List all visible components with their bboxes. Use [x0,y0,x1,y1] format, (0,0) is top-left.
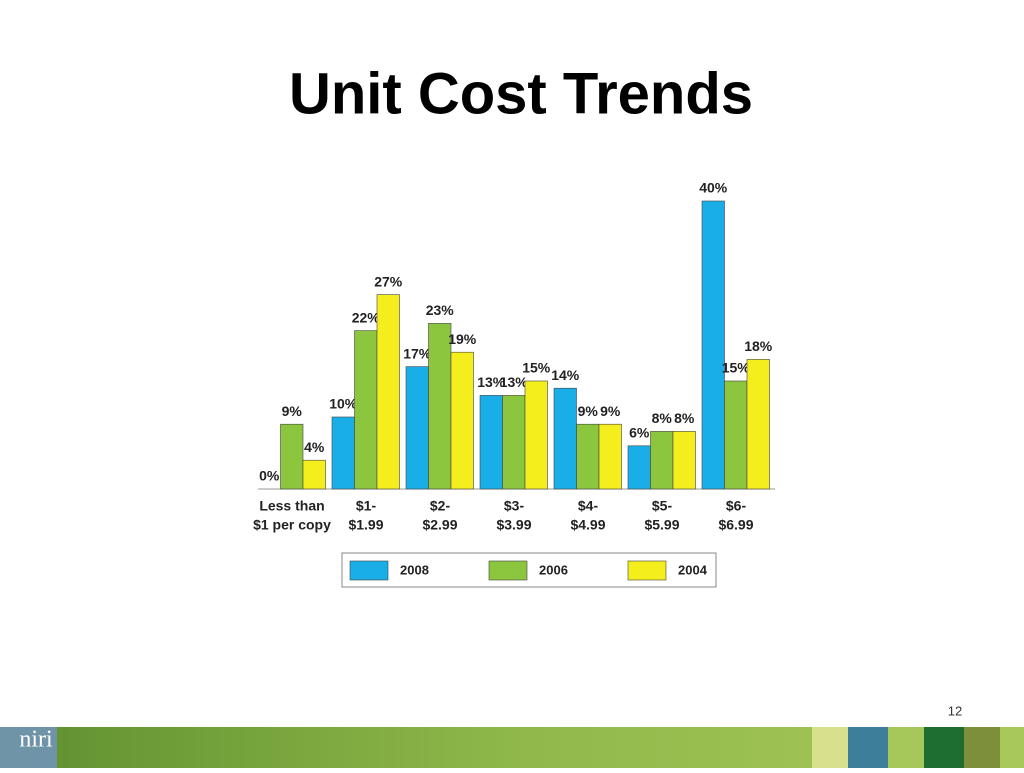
x-tick-label: $1- [356,498,377,514]
x-tick-label: $1.99 [348,517,383,533]
x-tick-label: $2- [430,498,451,514]
bar [405,366,429,490]
footer-block [848,727,888,768]
x-tick-label: $2.99 [422,517,457,533]
bar [428,323,452,490]
logo: niri [19,727,53,753]
x-tick-label: $6- [726,498,747,514]
x-tick-label: $3- [504,498,525,514]
x-tick-label: $4- [578,498,599,514]
value-label: 9% [282,403,303,419]
bar [354,330,378,490]
bar [280,423,304,490]
value-label: 40% [699,180,728,196]
value-label: 13% [500,374,529,390]
value-label: 15% [722,360,751,376]
bar [724,380,748,490]
value-label: 4% [304,439,325,455]
footer-block [964,727,1000,768]
slide-number: 12 [948,703,962,718]
value-label: 9% [578,403,599,419]
legend-swatch [349,560,389,581]
footer-block [924,727,964,768]
value-label: 14% [551,367,580,383]
bar [502,395,526,490]
x-tick-label: $3.99 [496,517,531,533]
x-tick-label: $4.99 [570,517,605,533]
value-label: 22% [352,309,381,325]
value-label: 8% [652,410,673,426]
legend-label: 2006 [539,562,568,577]
bar [553,387,577,490]
x-tick-label: $1 per copy [253,517,331,533]
value-label: 10% [329,396,358,412]
bar [598,423,622,490]
bar [672,431,696,490]
value-label: 15% [522,360,551,376]
legend-swatch [488,560,528,581]
x-tick-label: Less than [259,498,324,514]
value-label: 9% [600,403,621,419]
bar [479,395,503,490]
value-label: 0% [259,468,280,484]
value-label: 13% [477,374,506,390]
x-tick-label: $5.99 [644,517,679,533]
bar [746,359,770,490]
value-label: 17% [403,345,432,361]
bar [331,416,355,490]
legend-label: 2004 [678,562,708,577]
slide-title: Unit Cost Trends [289,61,753,126]
footer-block [888,727,924,768]
value-label: 23% [426,302,455,318]
bar [650,431,674,490]
value-label: 19% [448,331,477,347]
bar [450,351,474,490]
legend-label: 2008 [400,562,429,577]
logo-box [0,727,57,768]
value-label: 18% [744,338,773,354]
value-label: 8% [674,410,695,426]
legend-swatch [627,560,667,581]
footer-block [812,727,848,768]
value-label: 27% [374,273,403,289]
bar [376,294,400,490]
bar [627,445,651,490]
bar [302,459,326,490]
bar [701,200,725,490]
x-tick-label: $5- [652,498,673,514]
x-tick-label: $6.99 [718,517,753,533]
bar [524,380,548,490]
bar [576,423,600,490]
value-label: 6% [629,425,650,441]
